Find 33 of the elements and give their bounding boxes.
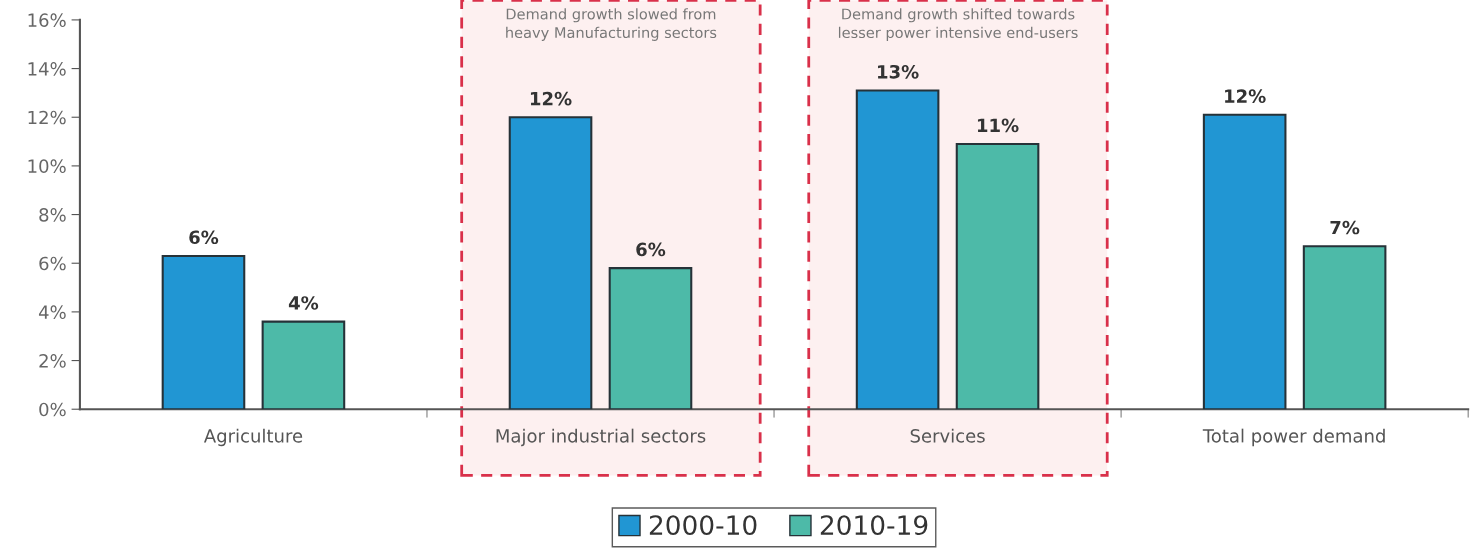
data-label: 12% bbox=[530, 91, 572, 106]
bar bbox=[608, 267, 693, 410]
y-tick-label: 16% bbox=[28, 13, 66, 28]
y-tick-label: 0% bbox=[39, 402, 66, 417]
data-label: 11% bbox=[977, 118, 1019, 133]
x-tick-label: Major industrial sectors bbox=[496, 428, 706, 447]
bar bbox=[1202, 113, 1287, 410]
band-label: Demand growth shifted towards lesser power intensive end-users bbox=[838, 8, 1078, 41]
bar bbox=[508, 116, 593, 410]
legend-label: 2010-19 bbox=[820, 515, 928, 536]
y-tick-label: 14% bbox=[28, 62, 66, 76]
band-label: Demand growth slowed from heavy Manufacturing sectors bbox=[506, 8, 717, 41]
data-label: 4% bbox=[288, 296, 319, 310]
y-tick-label: 8% bbox=[39, 208, 66, 222]
bar bbox=[1302, 245, 1387, 410]
data-label: 6% bbox=[636, 242, 666, 257]
x-tick-label: Total power demand bbox=[1202, 428, 1385, 447]
x-tick-label: Agriculture bbox=[203, 428, 303, 447]
x-tick-label: Services bbox=[910, 428, 985, 443]
y-tick-label: 2% bbox=[39, 354, 66, 368]
y-tick-label: 10% bbox=[28, 159, 66, 174]
legend-label: 2000-10 bbox=[649, 515, 757, 536]
y-tick-label: 6% bbox=[39, 256, 66, 271]
data-label: 6% bbox=[189, 230, 219, 245]
bar bbox=[855, 89, 940, 410]
data-label: 7% bbox=[1330, 220, 1360, 235]
y-tick-label: 4% bbox=[38, 305, 66, 320]
bar bbox=[955, 142, 1040, 410]
data-label: 13% bbox=[878, 64, 919, 79]
bar bbox=[261, 320, 346, 410]
data-label: 12% bbox=[1225, 89, 1266, 103]
y-tick-label: 12% bbox=[28, 110, 66, 125]
bar bbox=[161, 254, 246, 410]
